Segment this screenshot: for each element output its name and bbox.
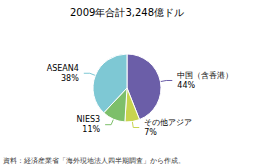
svg-text:その他アジア: その他アジア xyxy=(144,118,192,127)
svg-text:38%: 38% xyxy=(61,74,79,83)
svg-text:NIES3: NIES3 xyxy=(77,115,101,124)
svg-text:2009年合計3,248億ドル: 2009年合計3,248億ドル xyxy=(70,7,184,18)
svg-text:中国（含香港）: 中国（含香港） xyxy=(177,71,233,80)
svg-text:11%: 11% xyxy=(82,125,100,134)
svg-text:7%: 7% xyxy=(144,128,157,137)
svg-text:ASEAN4: ASEAN4 xyxy=(47,64,79,73)
svg-text:44%: 44% xyxy=(177,81,195,90)
svg-text:資料：経済産業省「海外現地法人四半期調査」から作成。: 資料：経済産業省「海外現地法人四半期調査」から作成。 xyxy=(3,157,185,165)
